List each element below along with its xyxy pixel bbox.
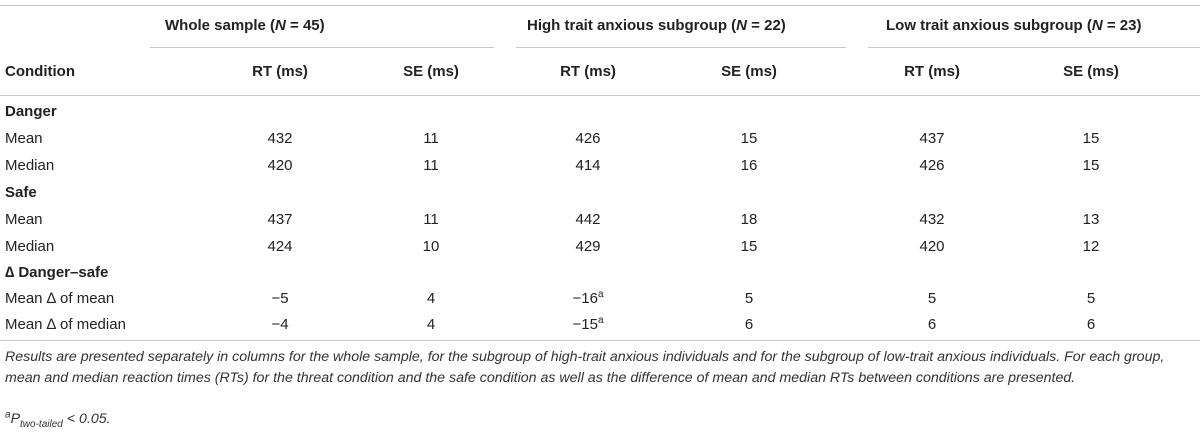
column-header-rt-low: RT (ms): [904, 63, 960, 80]
cell-rt-whole: −4: [271, 316, 289, 333]
cell-se-whole: 11: [423, 130, 439, 147]
cell-se-high: 15: [740, 130, 758, 147]
cell-rt-whole: 437: [267, 211, 293, 228]
column-header-rt-whole: RT (ms): [252, 63, 308, 80]
group-header-whole: Whole sample (N = 45): [165, 17, 325, 34]
section-title-danger: Danger: [5, 103, 57, 120]
row-label: Mean: [5, 211, 43, 228]
group-header-high: High trait anxious subgroup (N = 22): [527, 17, 786, 34]
group-rule-high: [516, 47, 846, 48]
cell-value: −15: [572, 316, 598, 333]
cell-se-whole: 4: [426, 290, 436, 307]
cell-rt-whole: −5: [271, 290, 289, 307]
cell-se-low: 6: [1086, 316, 1096, 333]
row-label: Median: [5, 157, 55, 174]
footnote-rest: < 0.05.: [62, 411, 111, 427]
cell-rt-whole: 420: [267, 157, 293, 174]
table-note: Results are presented separately in colu…: [5, 349, 1165, 386]
footnote-mark: a: [5, 409, 11, 421]
group-header-low: Low trait anxious subgroup (N = 23): [886, 17, 1142, 34]
column-header-condition: Condition: [5, 63, 75, 80]
cell-rt-low: 5: [927, 290, 937, 307]
bottom-rule: [0, 340, 1200, 341]
cell-se-low: 5: [1086, 290, 1096, 307]
cell-se-whole: 10: [422, 238, 440, 255]
row-label: Mean ∆ of median: [5, 316, 126, 333]
cell-rt-high: 429: [575, 238, 601, 255]
cell-se-whole: 11: [423, 157, 439, 174]
cell-se-low: 13: [1082, 211, 1100, 228]
cell-rt-high: 414: [575, 157, 601, 174]
cell-se-high: 16: [740, 157, 758, 174]
row-label: Mean: [5, 130, 43, 147]
cell-rt-high: 442: [575, 211, 601, 228]
footnote-sub: two-tailed: [20, 418, 63, 430]
cell-se-low: 15: [1082, 157, 1100, 174]
cell-rt-high: 426: [575, 130, 601, 147]
cell-rt-whole: 432: [267, 130, 293, 147]
cell-se-low: 12: [1082, 238, 1100, 255]
column-header-se-high: SE (ms): [721, 63, 777, 80]
cell-rt-low: 6: [927, 316, 937, 333]
cell-rt-low: 426: [919, 157, 945, 174]
column-header-se-whole: SE (ms): [403, 63, 459, 80]
cell-se-high: 18: [740, 211, 758, 228]
section-title-delta: ∆ Danger–safe: [5, 264, 109, 281]
cell-rt-low: 420: [919, 238, 945, 255]
row-label: Mean ∆ of mean: [5, 290, 115, 307]
cell-se-high: 15: [740, 238, 758, 255]
cell-se-high: 6: [744, 316, 754, 333]
top-rule: [0, 5, 1200, 6]
cell-se-low: 15: [1082, 130, 1100, 147]
row-label: Median: [5, 238, 55, 255]
cell-rt-high: −16a: [538, 290, 638, 308]
cell-se-whole: 4: [426, 316, 436, 333]
column-header-se-low: SE (ms): [1063, 63, 1119, 80]
footnote-marker: a: [597, 315, 604, 326]
cell-rt-low: 437: [919, 130, 945, 147]
header-rule: [0, 95, 1200, 96]
cell-se-whole: 11: [423, 211, 439, 228]
cell-rt-whole: 424: [267, 238, 293, 255]
section-title-safe: Safe: [5, 184, 37, 201]
group-rule-whole: [150, 47, 494, 48]
table-footnote: aPtwo-tailed < 0.05.: [5, 409, 111, 430]
column-header-rt-high: RT (ms): [560, 63, 616, 80]
cell-rt-low: 432: [919, 211, 945, 228]
footnote-marker: a: [597, 289, 604, 300]
cell-value: −16: [572, 290, 598, 307]
cell-se-high: 5: [744, 290, 754, 307]
footnote-p: P: [10, 411, 21, 427]
cell-rt-high: −15a: [538, 316, 638, 334]
group-rule-low: [868, 47, 1200, 48]
